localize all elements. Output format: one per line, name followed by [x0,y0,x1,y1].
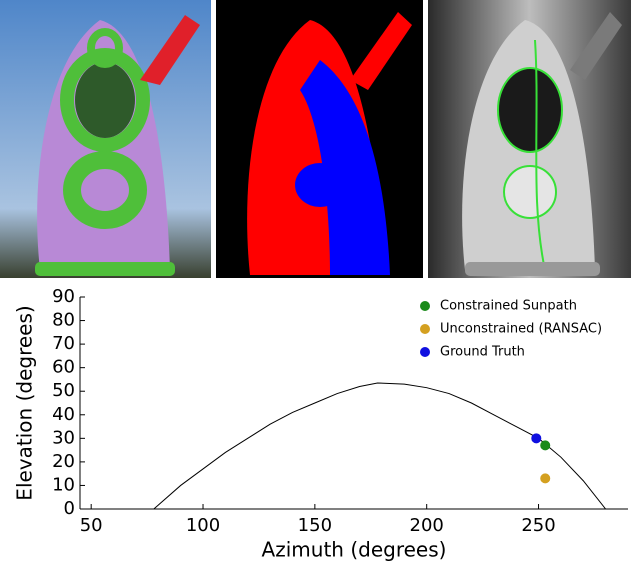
x-tick-label: 150 [298,515,332,536]
sunpath-curve [154,383,606,509]
edge-panel [428,0,631,278]
y-tick-label: 10 [52,474,75,495]
mask-panel [216,0,423,278]
data-point [540,473,550,483]
y-tick-label: 0 [64,498,75,519]
x-tick-label: 250 [521,515,555,536]
y-tick-label: 50 [52,380,75,401]
y-tick-label: 80 [52,310,75,331]
figure: Azimuth (degrees) Elevation (degrees) 50… [0,0,631,568]
x-tick-label: 200 [410,515,444,536]
legend-label: Ground Truth [440,345,525,360]
y-tick-label: 40 [52,404,75,425]
legend-marker [420,324,430,334]
x-axis-label: Azimuth (degrees) [262,538,447,562]
legend-label: Constrained Sunpath [440,299,577,314]
data-point [540,440,550,450]
y-tick-label: 90 [52,286,75,307]
y-tick-label: 60 [52,357,75,378]
y-tick-label: 30 [52,427,75,448]
photo-panel [0,0,211,278]
x-tick-label: 100 [186,515,220,536]
legend-label: Unconstrained (RANSAC) [440,322,602,337]
legend-marker [420,301,430,311]
data-point [531,433,541,443]
y-axis-label: Elevation (degrees) [13,305,37,500]
y-tick-label: 20 [52,451,75,472]
y-tick-label: 70 [52,333,75,354]
x-tick-label: 50 [80,515,103,536]
legend-marker [420,347,430,357]
